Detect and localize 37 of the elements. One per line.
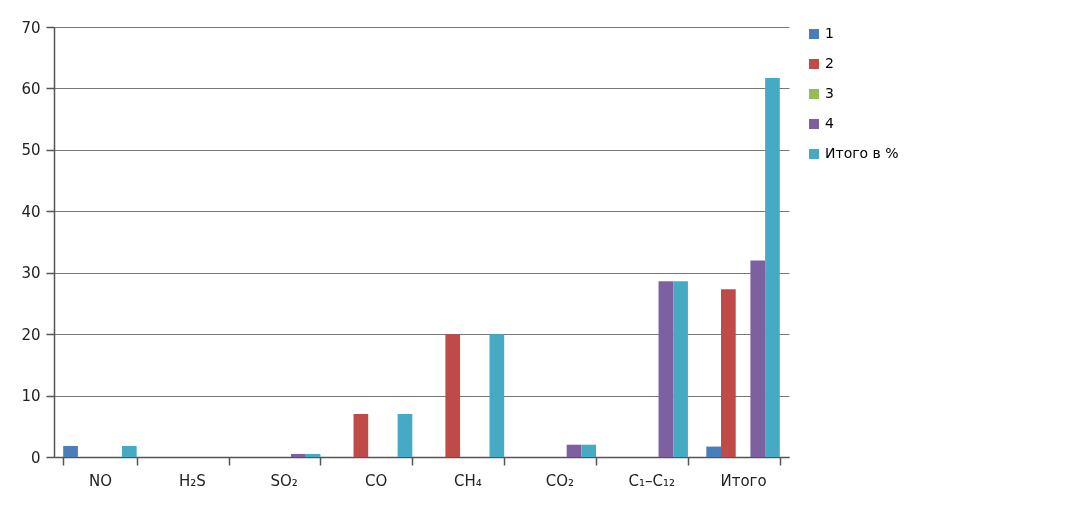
- y-tick-label: 60: [21, 79, 41, 98]
- bar: [353, 414, 369, 457]
- x-tick-label: H₂S: [178, 471, 206, 490]
- bar: [305, 453, 321, 457]
- x-tick-label: SO₂: [270, 471, 298, 490]
- bar: [581, 444, 597, 457]
- bar: [445, 334, 461, 457]
- bar: [121, 445, 137, 457]
- y-tick-label: 50: [21, 141, 41, 160]
- bar: [721, 289, 736, 457]
- x-tick-label: CO: [364, 471, 388, 490]
- x-tick-label: C₁–C₁₂: [628, 471, 675, 490]
- bar: [489, 334, 505, 457]
- legend-label: 1: [825, 25, 834, 41]
- bar: [63, 445, 78, 457]
- y-tick-label: 20: [21, 325, 41, 344]
- bar: [765, 77, 780, 457]
- legend-label: 3: [825, 85, 834, 101]
- bar: [397, 414, 413, 457]
- x-tick-label: CO₂: [545, 471, 574, 490]
- bar: [658, 281, 674, 457]
- legend-label: Итого в %: [825, 145, 899, 161]
- bar: [750, 260, 766, 457]
- x-tick-label: Итого: [720, 471, 767, 490]
- bar: [673, 281, 688, 457]
- y-tick-label: 0: [30, 448, 41, 467]
- y-tick-label: 30: [21, 264, 41, 283]
- legend-label: 2: [825, 55, 834, 71]
- bar: [706, 446, 722, 457]
- legend-label: 4: [825, 115, 834, 131]
- x-tick-label: NO: [88, 471, 112, 490]
- y-tick-label: 40: [21, 202, 41, 221]
- bar: [566, 444, 582, 457]
- x-tick-label: CH₄: [454, 471, 482, 490]
- bar: [291, 453, 306, 457]
- y-tick-label: 10: [21, 387, 41, 406]
- y-tick-label: 70: [21, 18, 41, 37]
